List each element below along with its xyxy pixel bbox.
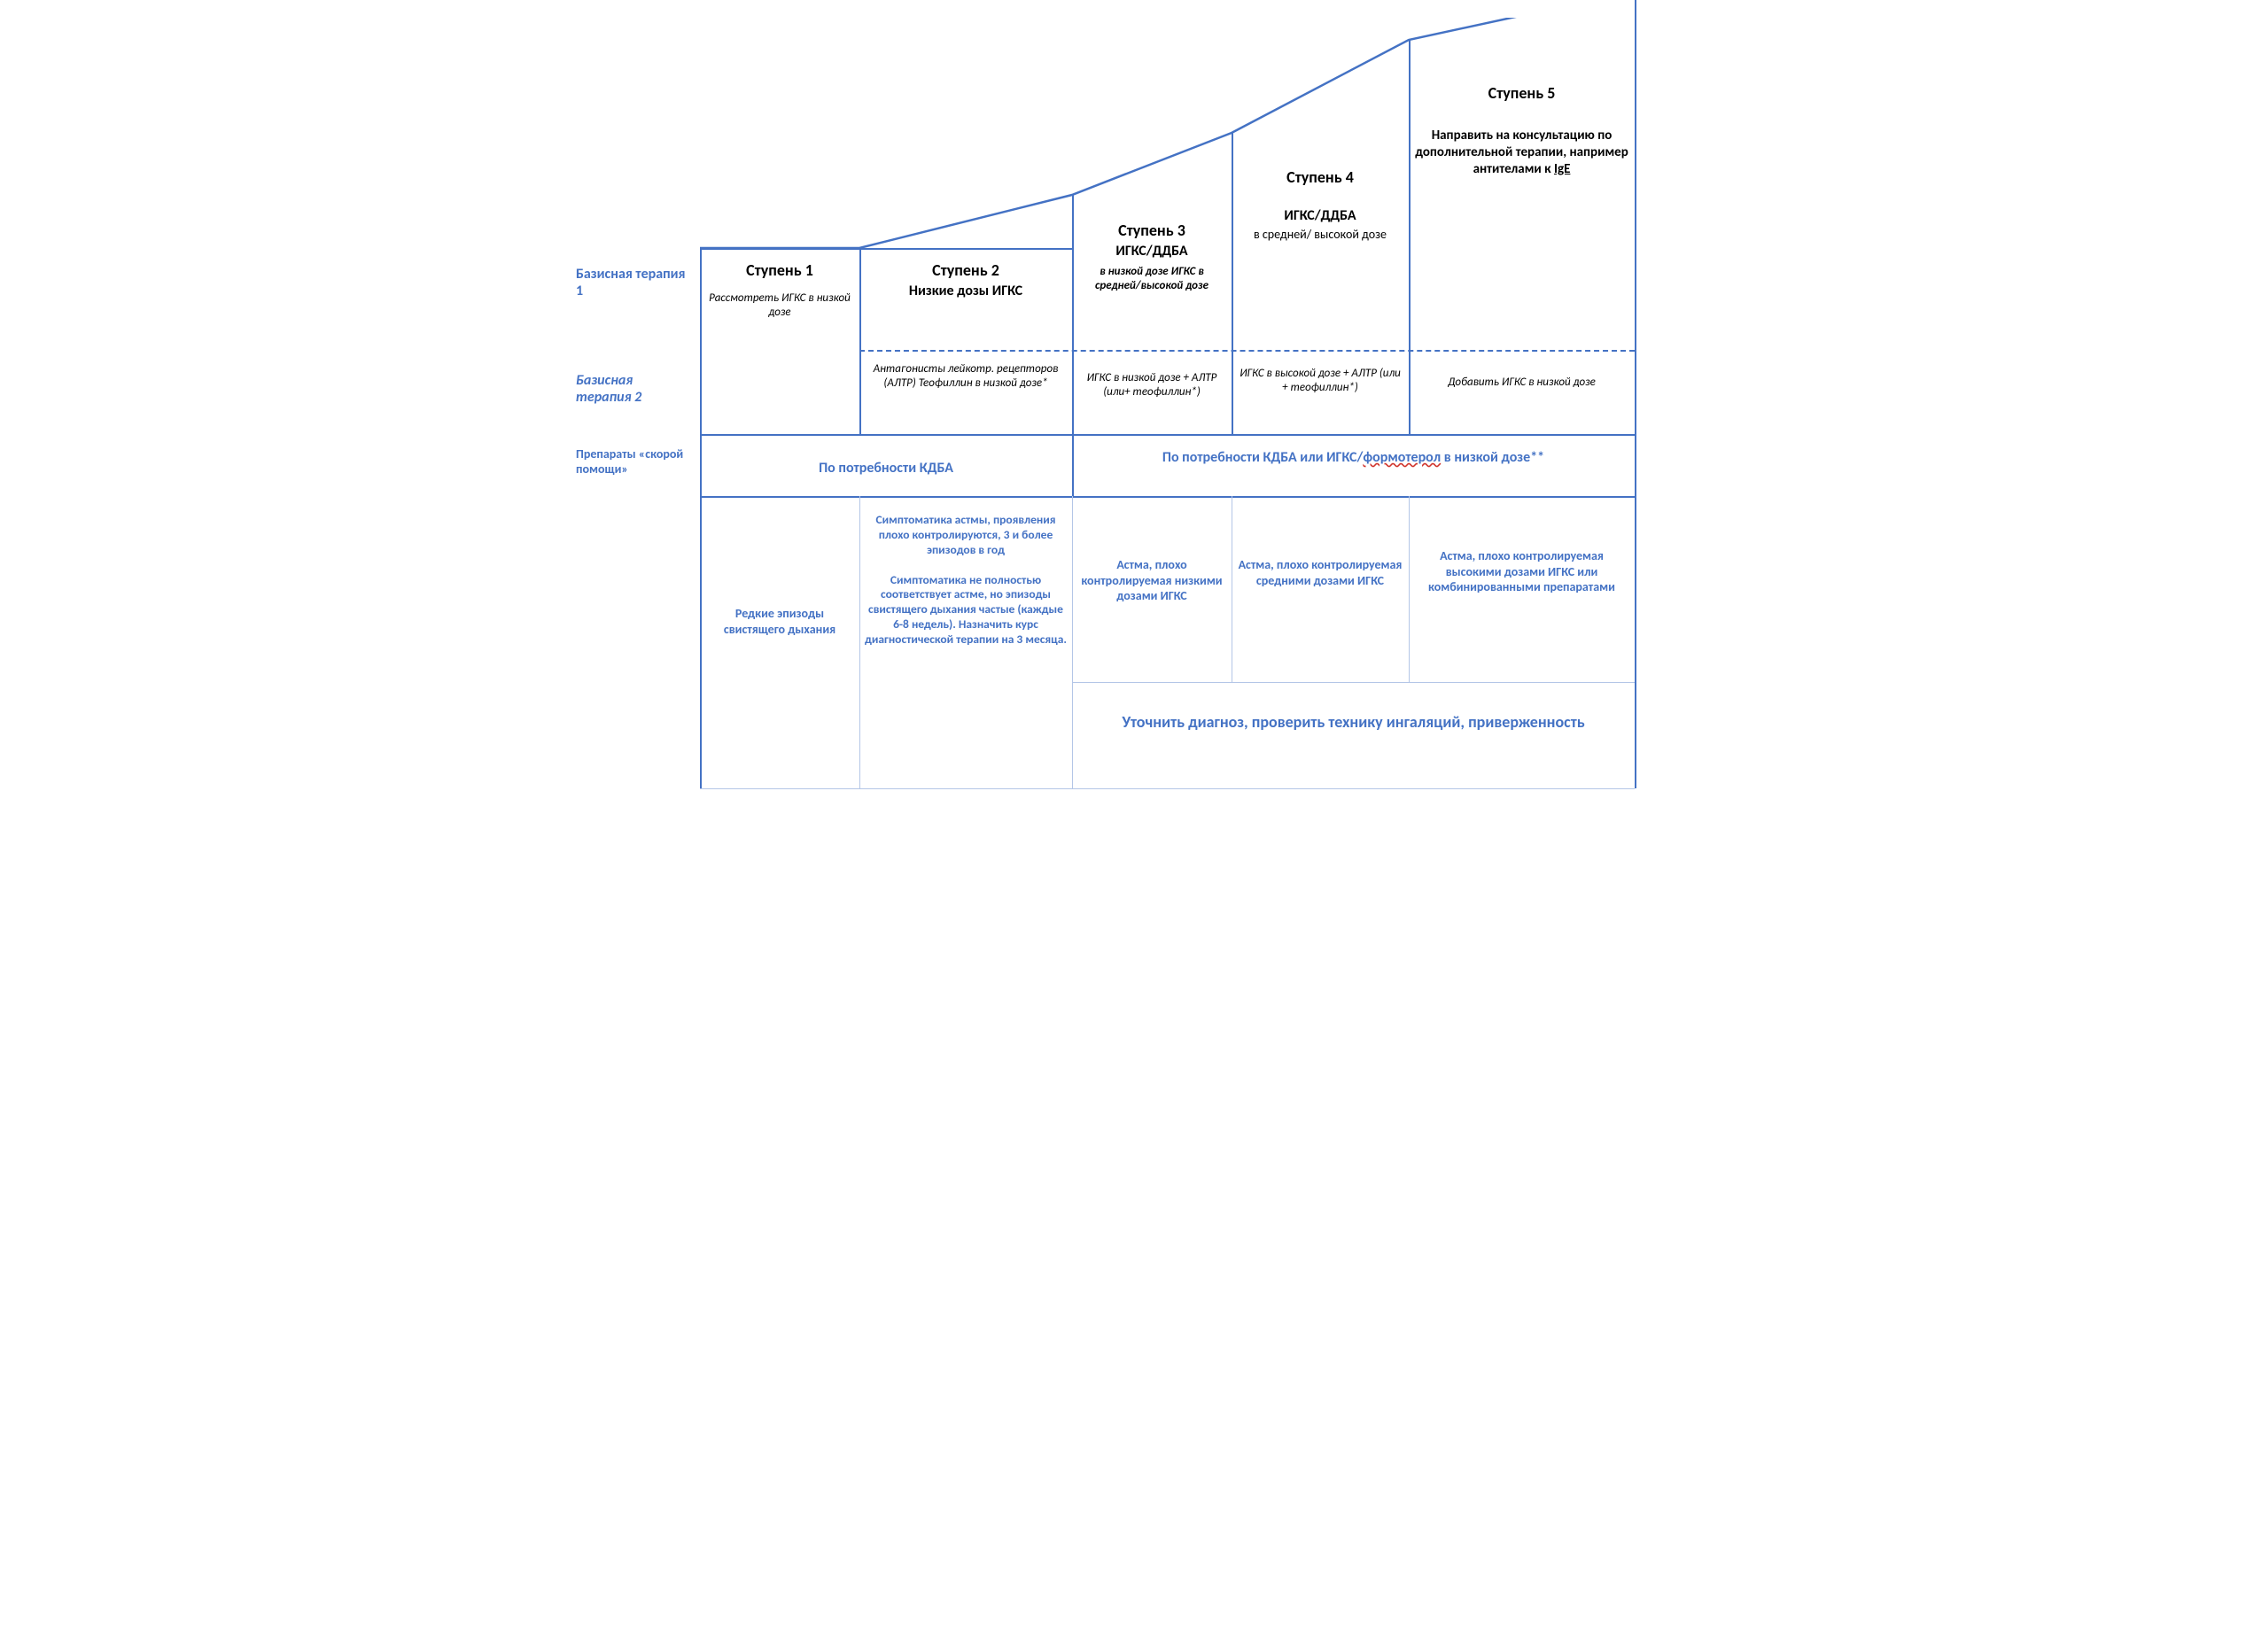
step5-therapy1: Направить на консультацию по дополнитель…	[1409, 124, 1635, 181]
step1-title: Ступень 1	[700, 257, 859, 284]
step5-notes: Астма, плохо контролируемая высокими доз…	[1409, 545, 1635, 599]
bottom-note: Уточнить диагноз, проверить технику инга…	[1072, 709, 1635, 736]
label-therapy2: Базисная терапия 2	[576, 372, 691, 406]
step4-therapy2: ИГКС в высокой дозе + АЛТР (или + теофил…	[1232, 363, 1409, 399]
reliever-left: По потребности КДБА	[700, 456, 1072, 481]
step2-notes: Симптоматика астмы, проявления плохо кон…	[859, 509, 1072, 651]
step5-therapy2: Добавить ИГКС в низкой дозе	[1409, 372, 1635, 393]
vline-notes-2	[1072, 496, 1073, 788]
step3-subtitle: ИГКС/ДДБА	[1072, 239, 1232, 264]
therapy-stepwise-diagram: Базисная терапия 1 Базисная терапия 2 Пр…	[576, 18, 1670, 815]
step3-extra: в низкой дозе ИГКС в средней/высокой доз…	[1072, 261, 1232, 298]
step4-title: Ступень 4	[1232, 164, 1409, 191]
hline-reliever-bottom	[700, 496, 1635, 498]
step5-title: Ступень 5	[1409, 80, 1635, 107]
label-reliever: Препараты «скорой помощи»	[576, 447, 691, 477]
hline-dashed-therapy12	[859, 350, 1635, 352]
step2-therapy2: Антагонисты лейкотр. рецепторов (АЛТР) Т…	[859, 359, 1072, 395]
step3-notes: Астма, плохо контролируемая низкими доза…	[1072, 554, 1232, 608]
hline-notes-bottom	[700, 788, 1635, 789]
step1-notes: Редкие эпизоды свистящего дыхания	[700, 602, 859, 640]
step1-therapy1: Рассмотреть ИГКС в низкой дозе	[700, 288, 859, 324]
label-therapy1: Базисная терапия 1	[576, 266, 691, 299]
step3-therapy2: ИГКС в низкой дозе + АЛТР (или+ теофилли…	[1072, 368, 1232, 404]
vline-5	[1635, 0, 1636, 788]
step2-subtitle: Низкие дозы ИГКС	[859, 279, 1072, 304]
step4-notes: Астма, плохо контролируемая средними доз…	[1232, 554, 1409, 592]
reliever-right: По потребности КДБА или ИГКС/формотерол …	[1072, 446, 1635, 470]
vline-0	[700, 248, 702, 788]
step4-extra: в средней/ высокой дозе	[1232, 223, 1409, 246]
hline-step12-top	[700, 248, 1072, 250]
hline-notes-mid	[1072, 682, 1635, 683]
hline-therapy2-bottom	[700, 434, 1635, 436]
